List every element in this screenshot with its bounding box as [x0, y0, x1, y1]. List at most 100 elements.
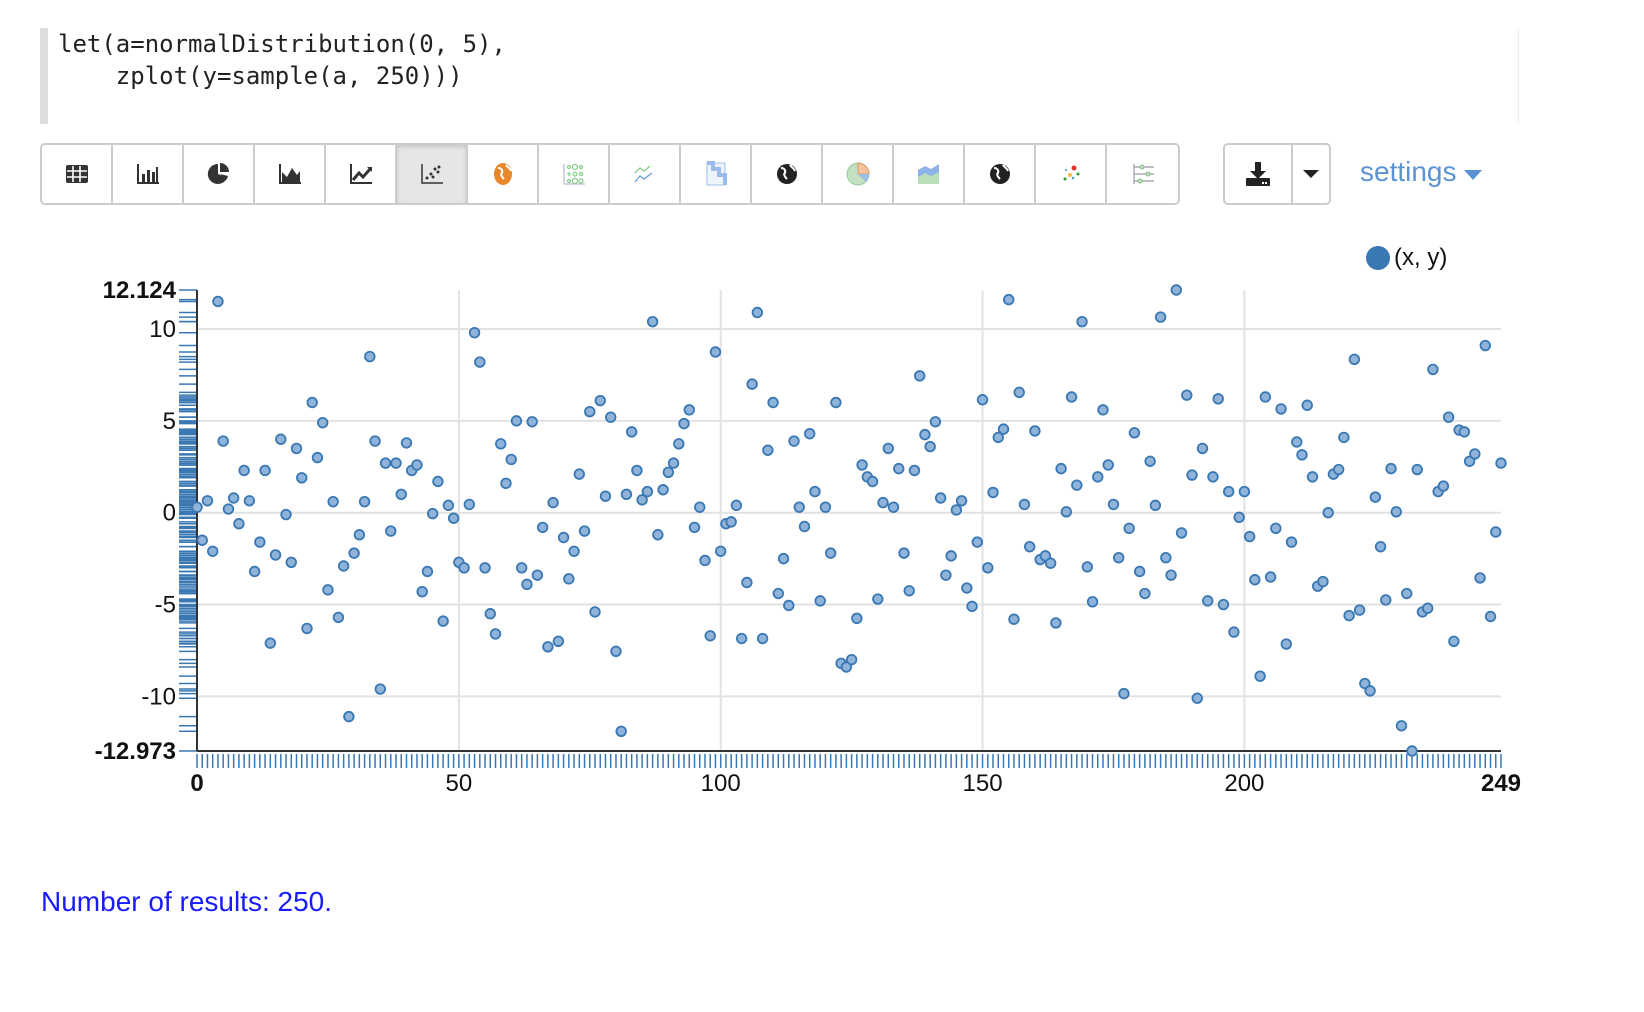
- y-tick-label: -10: [141, 683, 176, 710]
- data-point: [1353, 604, 1366, 616]
- chart-type-button-color-dots[interactable]: [1036, 145, 1107, 203]
- data-point: [1343, 609, 1355, 622]
- data-point: [1039, 550, 1052, 562]
- x-tick-label: 0: [190, 770, 203, 797]
- data-point: [673, 438, 685, 450]
- data-point: [332, 611, 345, 624]
- data-point: [1118, 687, 1130, 700]
- data-point: [1128, 427, 1141, 439]
- x-tick-label: 100: [701, 770, 741, 797]
- pie-chart-icon: [207, 163, 229, 184]
- data-point: [631, 464, 643, 477]
- download-button[interactable]: [1225, 145, 1293, 203]
- chart-legend[interactable]: (x, y): [1366, 244, 1447, 272]
- data-point: [971, 536, 984, 548]
- chart-type-button-pie-chart[interactable]: [184, 145, 255, 203]
- data-point: [929, 416, 942, 428]
- data-point: [840, 661, 853, 673]
- chart-type-button-bar-chart[interactable]: [113, 145, 184, 203]
- data-point: [756, 632, 769, 645]
- chart-type-button-multi-line[interactable]: [610, 145, 681, 203]
- data-point: [1186, 469, 1198, 481]
- chart-type-button-line-chart[interactable]: [326, 145, 397, 203]
- data-point: [615, 725, 627, 737]
- data-point: [1380, 594, 1392, 606]
- data-point: [735, 632, 748, 645]
- chart-type-button-area-chart[interactable]: [255, 145, 326, 203]
- data-point: [730, 499, 743, 512]
- data-point: [1275, 403, 1287, 415]
- data-point: [426, 507, 439, 520]
- data-point: [1238, 485, 1251, 498]
- data-point: [248, 565, 261, 578]
- results-count: Number of results: 250.: [41, 886, 333, 917]
- chart-type-button-heatmap[interactable]: [681, 145, 752, 203]
- x-tick-label: 249: [1481, 770, 1521, 797]
- data-point: [1469, 448, 1481, 460]
- data-point: [463, 498, 476, 511]
- data-point: [400, 437, 413, 449]
- data-point: [1008, 613, 1020, 625]
- data-point: [1175, 527, 1188, 539]
- data-point: [1102, 459, 1114, 471]
- data-point: [788, 435, 800, 447]
- data-point: [505, 453, 517, 466]
- data-point: [264, 637, 277, 649]
- data-point: [1458, 426, 1471, 438]
- data-point: [1369, 491, 1382, 503]
- data-point: [945, 550, 957, 562]
- code-text[interactable]: let(a=normalDistribution(0, 5), zplot(y=…: [58, 28, 506, 92]
- data-point: [311, 451, 324, 464]
- data-point: [605, 411, 617, 423]
- data-point: [1097, 404, 1109, 416]
- chart-type-button-table[interactable]: [42, 145, 113, 203]
- data-point: [1463, 455, 1476, 467]
- code-editor[interactable]: let(a=normalDistribution(0, 5), zplot(y=…: [40, 28, 1545, 124]
- x-tick-label: 150: [963, 770, 1003, 797]
- data-point: [1291, 436, 1303, 448]
- data-point: [1228, 626, 1240, 638]
- data-point: [866, 475, 879, 488]
- settings-dropdown[interactable]: settings: [1360, 156, 1483, 188]
- data-point: [421, 565, 434, 578]
- data-point: [1484, 610, 1497, 623]
- data-point: [599, 490, 612, 502]
- chart-type-button-stacked-area[interactable]: [894, 145, 965, 203]
- data-point: [903, 585, 915, 597]
- data-point: [1448, 635, 1460, 647]
- data-point: [306, 396, 318, 409]
- data-point: [316, 416, 329, 429]
- data-point: [714, 545, 727, 557]
- data-point: [1495, 457, 1507, 469]
- data-point: [275, 433, 287, 445]
- chart-type-button-scatter-chart[interactable]: [397, 145, 468, 203]
- data-point: [536, 521, 549, 534]
- globe-icon: [776, 164, 797, 184]
- y-tick-label: 5: [163, 408, 176, 435]
- data-point: [217, 435, 229, 447]
- data-point: [872, 593, 884, 605]
- data-point: [809, 485, 821, 498]
- chart-type-button-sliders[interactable]: [1107, 145, 1178, 203]
- data-point: [1107, 498, 1120, 511]
- chart-type-button-globe[interactable]: [752, 145, 823, 203]
- download-dropdown-button[interactable]: [1293, 145, 1329, 203]
- data-point: [793, 501, 805, 513]
- chart-type-button-bubble-grid[interactable]: [539, 145, 610, 203]
- data-point: [1285, 536, 1298, 548]
- data-point: [233, 518, 245, 530]
- chart-type-button-globe-dark[interactable]: [965, 145, 1036, 203]
- chart-type-button-pie-color[interactable]: [823, 145, 894, 203]
- data-point: [950, 504, 963, 516]
- data-point: [636, 494, 648, 506]
- data-point: [741, 576, 753, 589]
- x-tick-label: 200: [1224, 770, 1264, 797]
- x-tick-label: 50: [445, 770, 472, 797]
- chart-type-button-globe-orange[interactable]: [468, 145, 539, 203]
- data-point: [646, 315, 659, 328]
- data-point: [620, 488, 633, 501]
- data-point: [290, 442, 303, 455]
- data-point: [652, 529, 664, 541]
- data-point: [982, 562, 994, 574]
- stacked-area-icon: [917, 164, 939, 184]
